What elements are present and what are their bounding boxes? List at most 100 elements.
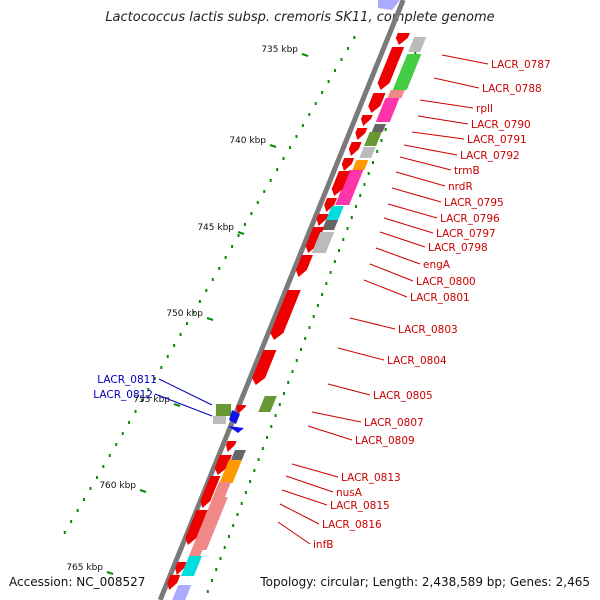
gc-tick <box>312 315 315 318</box>
gene-arrow <box>200 485 217 508</box>
gc-tick <box>414 51 417 54</box>
gc-tick <box>355 205 358 208</box>
gene-arrow <box>324 198 338 212</box>
gc-tick <box>232 524 235 527</box>
gene-leader-line <box>154 393 213 417</box>
scale-label: 755 kbp <box>133 395 170 405</box>
gc-tick <box>327 80 330 83</box>
gene-leader-line <box>337 347 385 361</box>
scale-tick <box>206 317 214 321</box>
gene-label: nusA <box>336 487 363 499</box>
gc-tick <box>89 487 92 490</box>
gene-leader-line <box>433 77 480 89</box>
gene-arrow <box>352 160 369 170</box>
gc-tick <box>308 326 311 329</box>
gene-leader-line <box>291 463 339 478</box>
gene-label: LACR_0796 <box>440 213 500 225</box>
gene-label: LACR_0809 <box>355 435 415 447</box>
scale-axis: 735 kbp 740 kbp 745 kbp 750 kbp 755 kbp 760 k… <box>66 45 309 575</box>
backbone-line <box>157 0 406 600</box>
gene-leader-line <box>279 503 320 525</box>
gene-leader-line <box>383 217 434 234</box>
gc-tick <box>261 447 264 450</box>
gc-tick <box>269 179 272 182</box>
gc-tick <box>333 260 336 263</box>
gc-tick <box>205 289 208 292</box>
gene-label: LACR_0792 <box>460 150 520 162</box>
gene-arrow <box>213 416 226 424</box>
gene-label: LACR_0803 <box>398 324 458 336</box>
gc-tick <box>274 414 277 417</box>
gene-arrow <box>395 33 410 45</box>
gc-tick <box>283 392 286 395</box>
gc-tick <box>206 590 209 593</box>
gc-tick <box>179 333 182 336</box>
gc-tick <box>299 348 302 351</box>
gc-tick <box>340 58 343 61</box>
gc-tick <box>367 172 370 175</box>
gc-tick <box>304 337 307 340</box>
gene-label: rplI <box>476 103 493 115</box>
gene-leader-line <box>403 144 458 156</box>
gc-tick <box>236 513 239 516</box>
gene-arrow <box>172 585 192 600</box>
gc-tick <box>350 216 353 219</box>
gene-arrow <box>258 396 277 412</box>
genome-stats-text: Topology: circular; Length: 2,438,589 bp… <box>260 575 590 589</box>
gc-tick <box>128 421 131 424</box>
gc-tick <box>338 249 341 252</box>
gene-arrow <box>180 556 203 576</box>
gene-label: LACR_0797 <box>436 228 496 240</box>
gene-arrow <box>348 142 362 156</box>
gc-tick <box>244 491 247 494</box>
scale-tick <box>106 571 114 575</box>
gene-label: LACR_0790 <box>471 119 531 131</box>
gene-arrow <box>387 90 405 98</box>
gene-label-group: LACR_0787 LACR_0788 rplI LACR_0790 LACR_0791… <box>93 54 551 551</box>
gene-track <box>167 0 427 600</box>
gc-tick <box>363 183 366 186</box>
gene-arrow <box>355 128 368 140</box>
gc-tick <box>83 498 86 501</box>
gene-arrow <box>175 562 187 575</box>
gene-arrow <box>252 350 277 385</box>
gene-arrow <box>185 510 208 545</box>
gene-arrow <box>375 98 400 122</box>
gc-tick <box>240 502 243 505</box>
gene-leader-line <box>441 54 489 65</box>
gc-tick <box>121 432 124 435</box>
gc-tick <box>288 146 291 149</box>
gene-arrow <box>371 124 386 132</box>
gc-tick <box>115 443 118 446</box>
gene-arrow <box>378 0 400 10</box>
gene-arrow <box>216 404 231 416</box>
gc-tick <box>384 128 387 131</box>
gc-tick <box>70 520 73 523</box>
gene-arrow <box>361 115 373 126</box>
gene-arrow <box>295 255 313 277</box>
gene-label: LACR_0787 <box>491 59 551 71</box>
gene-leader-line <box>379 231 426 248</box>
gene-label: LACR_0805 <box>373 390 433 402</box>
gene-label: LACR_0801 <box>410 292 470 304</box>
gene-leader-line <box>327 383 371 396</box>
gene-leader-line <box>281 489 328 506</box>
gc-tick <box>256 201 259 204</box>
gene-label: LACR_0804 <box>387 355 447 367</box>
gene-arrow <box>188 548 204 558</box>
gene-arrow <box>236 405 247 414</box>
gene-arrow <box>225 441 237 452</box>
gc-tick <box>102 465 105 468</box>
gc-tick <box>346 227 349 230</box>
gc-tick <box>371 161 374 164</box>
gene-leader-line <box>349 317 396 330</box>
gene-label: LACR_0807 <box>364 417 424 429</box>
gc-tick <box>282 157 285 160</box>
gene-arrow <box>219 460 242 483</box>
scale-tick <box>139 489 147 493</box>
scale-tick <box>173 403 181 407</box>
gene-leader-line <box>387 203 438 219</box>
gene-arrow <box>214 455 232 475</box>
gc-tick <box>376 150 379 153</box>
